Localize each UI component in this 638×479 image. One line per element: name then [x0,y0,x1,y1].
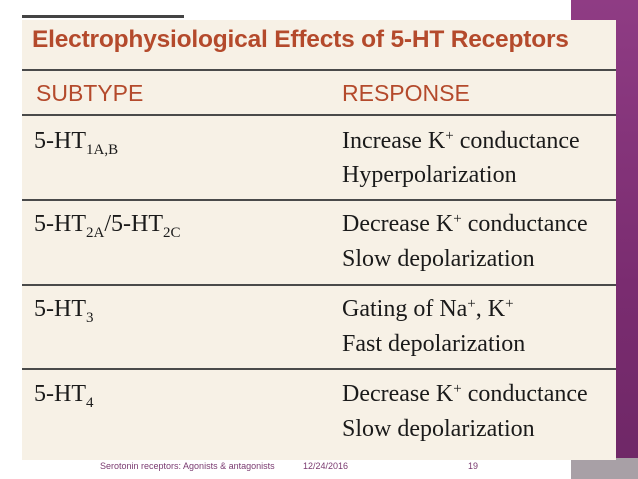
row-divider [22,199,616,201]
row-3-subtype: 5-HT3 [34,296,94,326]
header-subtype: SUBTYPE [36,80,144,106]
row-1-response-line1: Increase K+ conductance [342,128,580,154]
header-rule [22,114,616,116]
row-1-response-line2: Hyperpolarization [342,162,517,188]
footer-date: 12/24/2016 [303,461,349,471]
row-divider [22,368,616,370]
row-2-response-line2: Slow depolarization [342,246,535,272]
row-4-response-line2: Slow depolarization [342,416,535,442]
header-response: RESPONSE [342,80,470,106]
row-2-subtype: 5-HT2A/5-HT2C [34,211,181,241]
slide-table-image [22,20,616,460]
row-4-subtype: 5-HT4 [34,381,94,411]
corner-block [571,458,638,479]
row-3-response-line2: Fast depolarization [342,331,526,357]
row-divider [22,284,616,286]
row-3-response-line1: Gating of Na+, K+ [342,296,514,322]
row-4-response-line1: Decrease K+ conductance [342,381,588,407]
title-rule [22,69,616,71]
slide-title: Electrophysiological Effects of 5-HT Rec… [32,26,569,53]
row-2-response-line1: Decrease K+ conductance [342,211,588,237]
footer-caption: Serotonin receptors: Agonists & antagoni… [100,461,275,471]
slide-number: 19 [468,461,479,471]
row-1-subtype: 5-HT1A,B [34,128,119,158]
top-rule [22,15,184,18]
